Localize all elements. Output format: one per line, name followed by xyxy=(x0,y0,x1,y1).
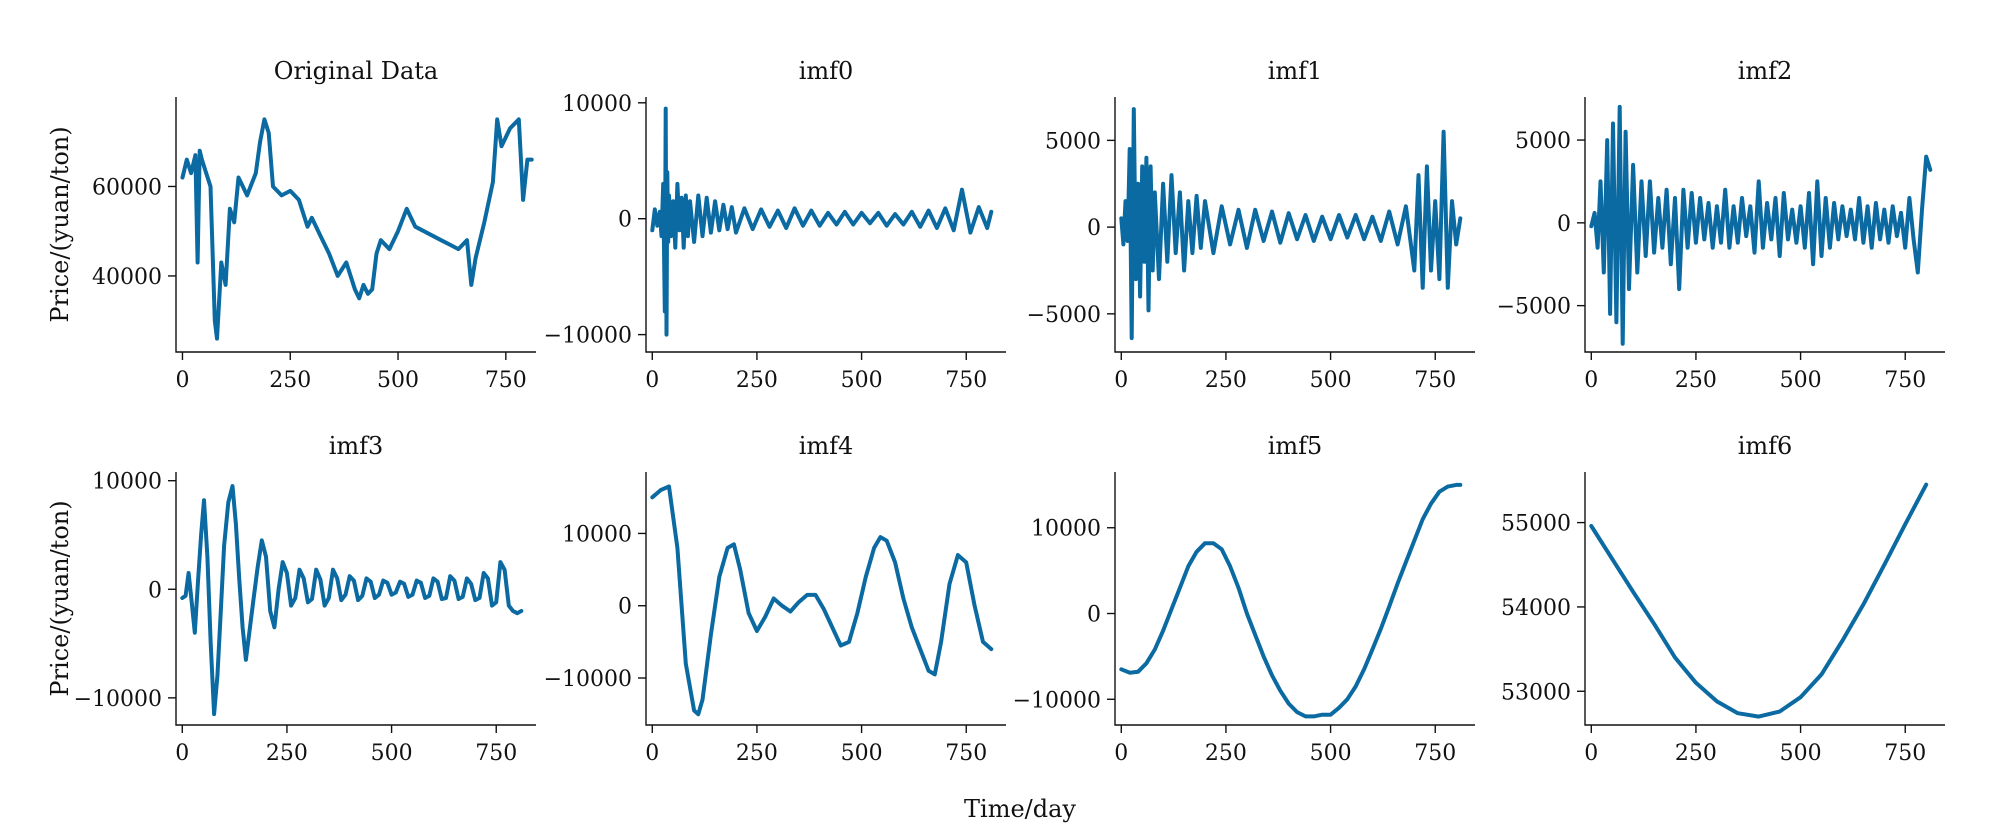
axis-spines xyxy=(1584,472,1945,726)
x-tick-label: 0 xyxy=(1584,741,1598,766)
panel-6: imf4 0 250 500 750 −10000 0 10000 xyxy=(544,432,1006,766)
y-tick-label: 0 xyxy=(618,208,632,233)
x-tick-label: 0 xyxy=(175,741,189,766)
axis-spines xyxy=(175,472,536,726)
panel-title: imf3 xyxy=(329,432,384,460)
panel-title: imf6 xyxy=(1738,432,1793,460)
y-tick-label: −10000 xyxy=(1013,688,1101,713)
x-tick-label: 500 xyxy=(1780,741,1822,766)
y-tick-label: 40000 xyxy=(92,265,162,290)
x-tick-label: 0 xyxy=(645,741,659,766)
panel-1: Original Data 0 250 500 750 40000 60000 Price/(… xyxy=(46,57,536,393)
x-tick-label: 500 xyxy=(377,368,419,393)
x-tick-label: 750 xyxy=(945,368,987,393)
figure-xlabel: Time/day xyxy=(964,795,1076,823)
panel-7: imf5 0 250 500 750 −10000 0 10000 xyxy=(1013,432,1475,766)
x-tick-label: 0 xyxy=(175,368,189,393)
x-tick-label: 250 xyxy=(736,741,778,766)
y-tick-label: 10000 xyxy=(1031,517,1101,542)
y-tick-label: −10000 xyxy=(544,667,632,692)
axis-spines xyxy=(645,97,1006,353)
axis-spines xyxy=(1584,97,1945,353)
y-tick-label: 54000 xyxy=(1501,596,1571,621)
x-tick-label: 250 xyxy=(1205,741,1247,766)
x-tick-label: 0 xyxy=(1114,368,1128,393)
x-tick-label: 0 xyxy=(645,368,659,393)
x-tick-label: 500 xyxy=(1780,368,1822,393)
x-tick-label: 750 xyxy=(1414,368,1456,393)
panel-title: imf4 xyxy=(799,432,854,460)
panel-2: imf0 0 250 500 750 −10000 0 10000 xyxy=(544,57,1006,393)
x-tick-label: 750 xyxy=(945,741,987,766)
panel-8: imf6 0 250 500 750 53000 54000 55000 xyxy=(1501,432,1945,766)
series-line xyxy=(1119,482,1463,719)
y-tick-label: 53000 xyxy=(1501,680,1571,705)
panel-3: imf1 0 250 500 750 −5000 0 5000 xyxy=(1027,57,1475,393)
y-tick-label: 0 xyxy=(1557,212,1571,237)
y-axis-label: Price/(yuan/ton) xyxy=(46,126,74,322)
x-tick-label: 250 xyxy=(1205,368,1247,393)
y-tick-label: −10000 xyxy=(544,324,632,349)
x-tick-label: 250 xyxy=(269,368,311,393)
x-tick-label: 250 xyxy=(266,741,308,766)
x-tick-label: 250 xyxy=(736,368,778,393)
y-tick-label: −5000 xyxy=(1497,295,1571,320)
y-axis-label: Price/(yuan/ton) xyxy=(46,500,74,696)
panel-title: imf1 xyxy=(1268,57,1323,85)
axis-spines xyxy=(175,97,536,353)
x-tick-label: 250 xyxy=(1675,741,1717,766)
panel-title: imf5 xyxy=(1268,432,1323,460)
series-line xyxy=(650,106,994,337)
y-tick-label: 10000 xyxy=(562,92,632,117)
series-line xyxy=(180,117,534,341)
series-line xyxy=(180,484,524,717)
x-tick-label: 750 xyxy=(475,741,517,766)
panel-5: imf3 0 250 500 750 −10000 0 10000 Price/(yuan/to… xyxy=(46,432,536,766)
series-line xyxy=(650,484,994,717)
x-tick-label: 750 xyxy=(1884,368,1926,393)
series-line xyxy=(1119,107,1463,341)
y-tick-label: 0 xyxy=(1087,216,1101,241)
panel-4: imf2 0 250 500 750 −5000 0 5000 xyxy=(1497,57,1945,393)
x-tick-label: 750 xyxy=(485,368,527,393)
axis-spines xyxy=(645,472,1006,726)
y-tick-label: 0 xyxy=(618,595,632,620)
y-tick-label: −5000 xyxy=(1027,303,1101,328)
panel-title: Original Data xyxy=(274,57,438,85)
x-tick-label: 500 xyxy=(1310,368,1352,393)
y-tick-label: −10000 xyxy=(74,687,162,712)
y-tick-label: 10000 xyxy=(92,470,162,495)
x-tick-label: 0 xyxy=(1584,368,1598,393)
axis-spines xyxy=(1114,472,1475,726)
axis-spines xyxy=(1114,97,1475,353)
x-tick-label: 0 xyxy=(1114,741,1128,766)
y-tick-label: 55000 xyxy=(1501,512,1571,537)
y-tick-label: 60000 xyxy=(92,175,162,200)
x-tick-label: 500 xyxy=(841,741,883,766)
x-tick-label: 500 xyxy=(841,368,883,393)
panel-title: imf2 xyxy=(1738,57,1793,85)
y-tick-label: 5000 xyxy=(1045,129,1101,154)
x-tick-label: 500 xyxy=(371,741,413,766)
series-line xyxy=(1589,482,1929,719)
y-tick-label: 0 xyxy=(148,578,162,603)
panel-title: imf0 xyxy=(799,57,854,85)
x-tick-label: 750 xyxy=(1884,741,1926,766)
y-tick-label: 0 xyxy=(1087,603,1101,628)
series-line xyxy=(1589,104,1933,346)
x-tick-label: 750 xyxy=(1414,741,1456,766)
x-tick-label: 250 xyxy=(1675,368,1717,393)
x-tick-label: 500 xyxy=(1310,741,1352,766)
y-tick-label: 5000 xyxy=(1515,129,1571,154)
y-tick-label: 10000 xyxy=(562,522,632,547)
